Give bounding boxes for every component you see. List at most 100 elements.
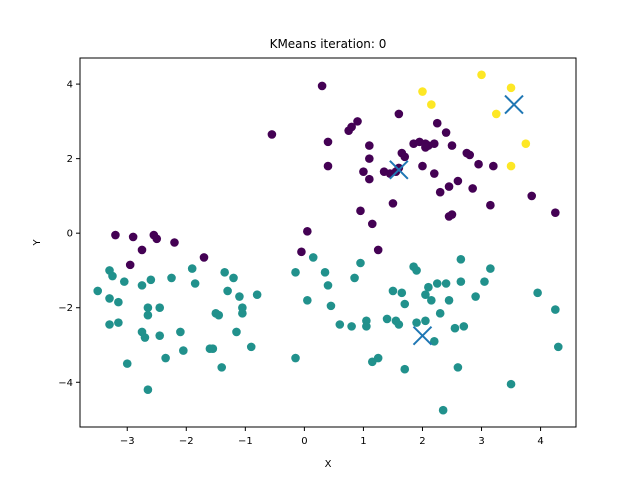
data-point-cluster-0 xyxy=(527,191,537,201)
data-point-cluster-0 xyxy=(365,154,374,163)
data-point-cluster-1 xyxy=(238,309,247,318)
data-point-cluster-1 xyxy=(105,320,114,329)
data-point-cluster-0 xyxy=(353,117,362,126)
data-point-cluster-1 xyxy=(429,336,439,346)
data-point-cluster-1 xyxy=(412,266,421,275)
data-point-cluster-2 xyxy=(418,87,427,96)
data-point-cluster-0 xyxy=(267,130,277,139)
x-tick-label: 2 xyxy=(419,436,425,447)
data-point-cluster-0 xyxy=(297,247,306,257)
data-point-cluster-1 xyxy=(122,359,132,368)
data-point-cluster-1 xyxy=(347,322,356,331)
data-point-cluster-0 xyxy=(373,245,383,255)
centroid-marker-2 xyxy=(504,94,524,115)
data-point-cluster-0 xyxy=(447,141,457,150)
data-point-cluster-0 xyxy=(474,159,483,169)
data-point-cluster-1 xyxy=(551,305,560,314)
data-point-cluster-1 xyxy=(441,279,451,288)
data-point-cluster-0 xyxy=(388,199,398,208)
y-tick-label: −4 xyxy=(58,378,73,389)
data-point-cluster-1 xyxy=(350,273,359,283)
data-point-cluster-1 xyxy=(214,310,224,320)
data-point-cluster-1 xyxy=(373,353,383,363)
x-tick-label: 0 xyxy=(301,436,307,447)
data-point-cluster-0 xyxy=(394,109,404,119)
data-point-cluster-1 xyxy=(362,322,371,331)
data-point-cluster-1 xyxy=(252,290,262,299)
data-point-cluster-1 xyxy=(229,273,238,283)
data-point-cluster-1 xyxy=(291,268,300,277)
x-tick-label: −2 xyxy=(179,436,194,447)
data-point-cluster-1 xyxy=(553,342,563,352)
x-tick-label: 4 xyxy=(537,436,543,447)
data-point-cluster-1 xyxy=(235,292,244,301)
data-point-cluster-1 xyxy=(397,288,407,298)
data-point-cluster-0 xyxy=(111,230,120,240)
data-point-cluster-1 xyxy=(108,271,117,281)
data-point-cluster-0 xyxy=(323,161,333,171)
data-point-cluster-1 xyxy=(303,295,312,305)
data-point-cluster-1 xyxy=(161,353,170,363)
centroid-marker-0 xyxy=(389,160,409,180)
data-point-cluster-1 xyxy=(486,264,495,273)
data-point-cluster-0 xyxy=(365,174,374,184)
data-point-cluster-1 xyxy=(190,279,200,288)
data-point-cluster-1 xyxy=(356,258,365,268)
data-point-cluster-0 xyxy=(359,167,368,176)
y-tick-label: 2 xyxy=(67,154,73,165)
data-point-cluster-1 xyxy=(143,303,153,313)
x-axis-label: X xyxy=(325,459,332,470)
x-tick-label: −1 xyxy=(238,436,253,447)
data-point-cluster-1 xyxy=(146,275,156,285)
data-point-cluster-0 xyxy=(356,206,365,216)
data-point-cluster-2 xyxy=(506,161,516,171)
data-point-cluster-0 xyxy=(435,187,445,197)
data-point-cluster-1 xyxy=(217,363,227,372)
data-point-cluster-1 xyxy=(208,344,218,354)
data-point-cluster-1 xyxy=(137,281,147,290)
data-point-cluster-2 xyxy=(427,100,436,109)
data-point-cluster-0 xyxy=(400,152,410,162)
data-point-cluster-1 xyxy=(220,268,229,277)
data-point-cluster-1 xyxy=(471,292,480,301)
data-point-cluster-0 xyxy=(486,200,495,210)
data-point-cluster-1 xyxy=(438,405,448,415)
x-tick-label: −3 xyxy=(120,436,135,447)
y-axis-label: Y xyxy=(32,239,43,247)
x-axis-ticks: −3 −2 −1 0 1 2 3 4 xyxy=(120,427,544,447)
data-point-cluster-1 xyxy=(400,299,410,309)
data-point-cluster-1 xyxy=(179,346,188,355)
data-point-cluster-0 xyxy=(429,139,439,149)
data-point-cluster-1 xyxy=(176,327,185,337)
centroid-layer xyxy=(389,94,524,346)
data-point-cluster-1 xyxy=(394,320,404,329)
data-point-cluster-1 xyxy=(291,353,300,363)
x-tick-label: 3 xyxy=(478,436,484,447)
data-point-cluster-2 xyxy=(506,83,516,93)
data-point-cluster-0 xyxy=(453,176,463,186)
data-point-cluster-1 xyxy=(232,327,241,337)
data-point-cluster-1 xyxy=(143,310,153,320)
data-point-cluster-0 xyxy=(394,163,404,173)
data-point-cluster-0 xyxy=(323,137,333,147)
data-point-cluster-1 xyxy=(533,288,542,298)
data-point-cluster-0 xyxy=(347,122,356,132)
data-point-cluster-1 xyxy=(320,268,330,277)
data-point-cluster-1 xyxy=(456,277,466,286)
centroid-stroke xyxy=(389,160,409,180)
data-point-cluster-1 xyxy=(480,277,489,286)
data-point-cluster-0 xyxy=(199,253,209,262)
data-point-cluster-1 xyxy=(427,295,436,305)
data-point-cluster-0 xyxy=(432,118,442,128)
x-tick-label: 1 xyxy=(360,436,366,447)
data-point-cluster-1 xyxy=(382,314,392,324)
data-point-cluster-1 xyxy=(246,342,256,352)
data-point-cluster-0 xyxy=(444,182,454,191)
data-point-cluster-0 xyxy=(170,238,179,247)
data-point-cluster-1 xyxy=(93,286,103,296)
data-point-cluster-1 xyxy=(114,297,123,307)
data-point-cluster-1 xyxy=(119,277,129,286)
data-point-cluster-1 xyxy=(450,323,460,333)
data-point-cluster-1 xyxy=(187,264,197,273)
